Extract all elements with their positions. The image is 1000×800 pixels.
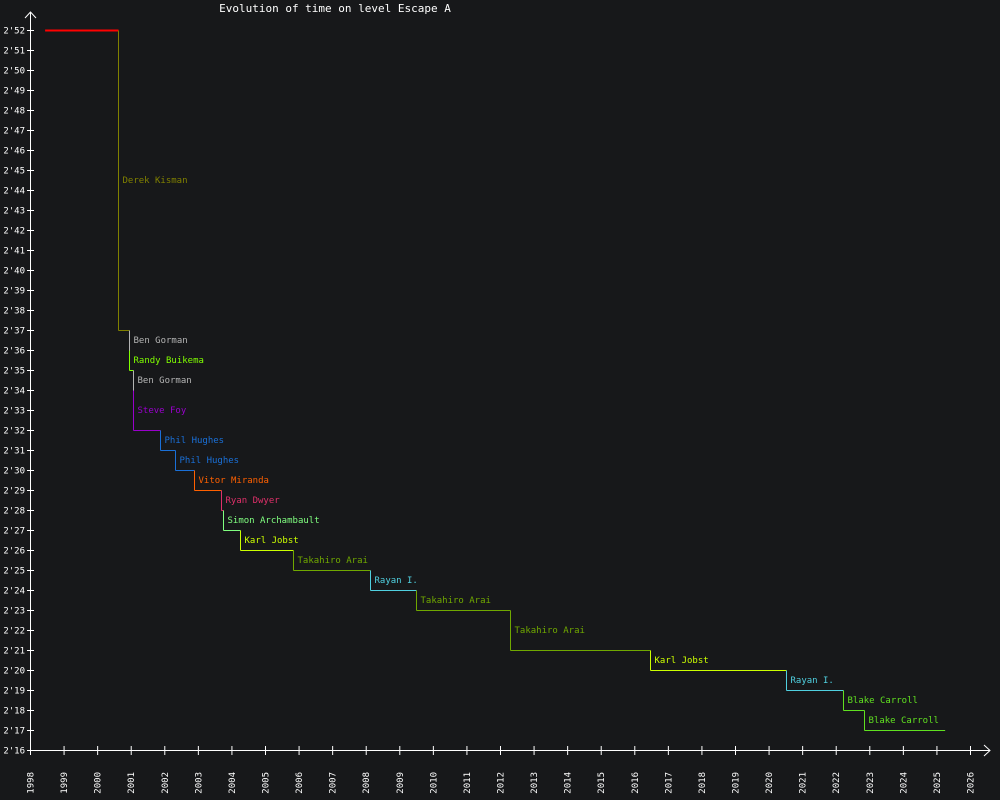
y-tick-label: 2'44 bbox=[3, 187, 25, 197]
y-tick-label: 2'19 bbox=[3, 687, 25, 697]
x-tick-label: 2023 bbox=[866, 772, 876, 794]
x-tick-label: 2012 bbox=[497, 772, 507, 794]
record-holder-label: Karl Jobst bbox=[655, 656, 709, 666]
y-tick-label: 2'49 bbox=[3, 87, 25, 97]
record-holder-label: Phil Hughes bbox=[180, 456, 240, 466]
y-tick-label: 2'25 bbox=[3, 567, 25, 577]
y-tick-label: 2'42 bbox=[3, 227, 25, 237]
x-tick-label: 2013 bbox=[530, 772, 540, 794]
record-holder-label: Steve Foy bbox=[138, 406, 187, 416]
y-tick-label: 2'16 bbox=[3, 747, 25, 757]
y-tick-label: 2'48 bbox=[3, 107, 25, 117]
record-holder-label: Blake Carroll bbox=[848, 696, 918, 706]
y-tick-label: 2'46 bbox=[3, 147, 25, 157]
y-tick-label: 2'45 bbox=[3, 167, 25, 177]
record-holder-label: Takahiro Arai bbox=[421, 596, 491, 606]
y-tick-label: 2'34 bbox=[3, 387, 25, 397]
y-tick-label: 2'41 bbox=[3, 247, 25, 257]
y-tick-label: 2'52 bbox=[3, 27, 25, 37]
x-tick-label: 2009 bbox=[396, 772, 406, 794]
x-tick-label: 2026 bbox=[967, 772, 977, 794]
record-holder-label: Takahiro Arai bbox=[515, 626, 585, 636]
x-tick-label: 2007 bbox=[329, 772, 339, 794]
x-axis-arrow bbox=[983, 744, 991, 757]
x-tick-label: 2006 bbox=[295, 772, 305, 794]
y-tick-label: 2'20 bbox=[3, 667, 25, 677]
x-tick-label: 2024 bbox=[899, 772, 909, 794]
y-tick-label: 2'39 bbox=[3, 287, 25, 297]
record-holder-label: Simon Archambault bbox=[228, 516, 320, 526]
x-tick-label: 2017 bbox=[664, 772, 674, 794]
y-tick-label: 2'23 bbox=[3, 607, 25, 617]
record-holder-label: Ben Gorman bbox=[134, 336, 188, 346]
x-tick-label: 2018 bbox=[698, 772, 708, 794]
record-series bbox=[45, 29, 946, 731]
y-tick-label: 2'36 bbox=[3, 347, 25, 357]
y-tick-label: 2'21 bbox=[3, 647, 25, 657]
record-labels: Derek Kisman Ben Gorman Randy Buikema Ben G… bbox=[123, 176, 939, 726]
y-tick-label: 2'18 bbox=[3, 707, 25, 717]
y-tick-label: 2'43 bbox=[3, 207, 25, 217]
y-tick-label: 2'26 bbox=[3, 547, 25, 557]
x-tick-label: 2003 bbox=[194, 772, 204, 794]
record-holder-label: Rayan I. bbox=[791, 676, 834, 686]
record-holder-label: Derek Kisman bbox=[123, 176, 188, 186]
y-tick-label: 2'33 bbox=[3, 407, 25, 417]
y-tick-label: 2'29 bbox=[3, 487, 25, 497]
x-tick-label: 1999 bbox=[60, 772, 70, 794]
y-tick-label: 2'30 bbox=[3, 467, 25, 477]
x-tick-label: 2008 bbox=[362, 772, 372, 794]
y-tick-label: 2'40 bbox=[3, 267, 25, 277]
x-tick-label: 1998 bbox=[27, 772, 37, 794]
y-tick-label: 2'28 bbox=[3, 507, 25, 517]
y-tick-label: 2'31 bbox=[3, 447, 25, 457]
y-tick-label: 2'17 bbox=[3, 727, 25, 737]
x-tick-label: 2001 bbox=[127, 772, 137, 794]
y-tick-label: 2'35 bbox=[3, 367, 25, 377]
y-tick-label: 2'24 bbox=[3, 587, 25, 597]
y-tick-label: 2'37 bbox=[3, 327, 25, 337]
chart-title: Evolution of time on level Escape A bbox=[219, 2, 451, 15]
y-tick-label: 2'32 bbox=[3, 427, 25, 437]
x-tick-label: 2005 bbox=[262, 772, 272, 794]
x-tick-label: 2004 bbox=[228, 772, 238, 794]
y-axis-arrow bbox=[24, 11, 37, 19]
y-tick-label: 2'51 bbox=[3, 47, 25, 57]
record-holder-label: Vitor Miranda bbox=[199, 476, 269, 486]
y-tick-label: 2'38 bbox=[3, 307, 25, 317]
x-tick-label: 2016 bbox=[631, 772, 641, 794]
y-tick-label: 2'50 bbox=[3, 67, 25, 77]
record-holder-label: Takahiro Arai bbox=[298, 556, 368, 566]
x-tick-label: 2014 bbox=[564, 772, 574, 794]
x-tick-label: 2022 bbox=[832, 772, 842, 794]
x-tick-label: 2011 bbox=[463, 772, 473, 794]
record-holder-label: Ryan Dwyer bbox=[226, 496, 281, 506]
axes: 2'16 2'17 2'18 2'19 2'20 2'21 2'22 2'23 2'24 2'25… bbox=[3, 11, 991, 794]
x-tick-label: 2021 bbox=[799, 772, 809, 794]
record-holder-label: Blake Carroll bbox=[869, 716, 939, 726]
y-tick-label: 2'27 bbox=[3, 527, 25, 537]
y-tick-label: 2'22 bbox=[3, 627, 25, 637]
x-tick-label: 2000 bbox=[94, 772, 104, 794]
x-tick-label: 2015 bbox=[597, 772, 607, 794]
record-holder-label: Randy Buikema bbox=[134, 356, 204, 366]
x-tick-label: 2019 bbox=[732, 772, 742, 794]
record-holder-label: Ben Gorman bbox=[138, 376, 192, 386]
y-tick-label: 2'47 bbox=[3, 127, 25, 137]
record-holder-label: Rayan I. bbox=[375, 576, 418, 586]
record-holder-label: Phil Hughes bbox=[165, 436, 225, 446]
record-holder-label: Karl Jobst bbox=[245, 536, 299, 546]
x-tick-label: 2002 bbox=[161, 772, 171, 794]
x-tick-label: 2020 bbox=[765, 772, 775, 794]
x-tick-label: 2010 bbox=[429, 772, 439, 794]
x-tick-label: 2025 bbox=[933, 772, 943, 794]
